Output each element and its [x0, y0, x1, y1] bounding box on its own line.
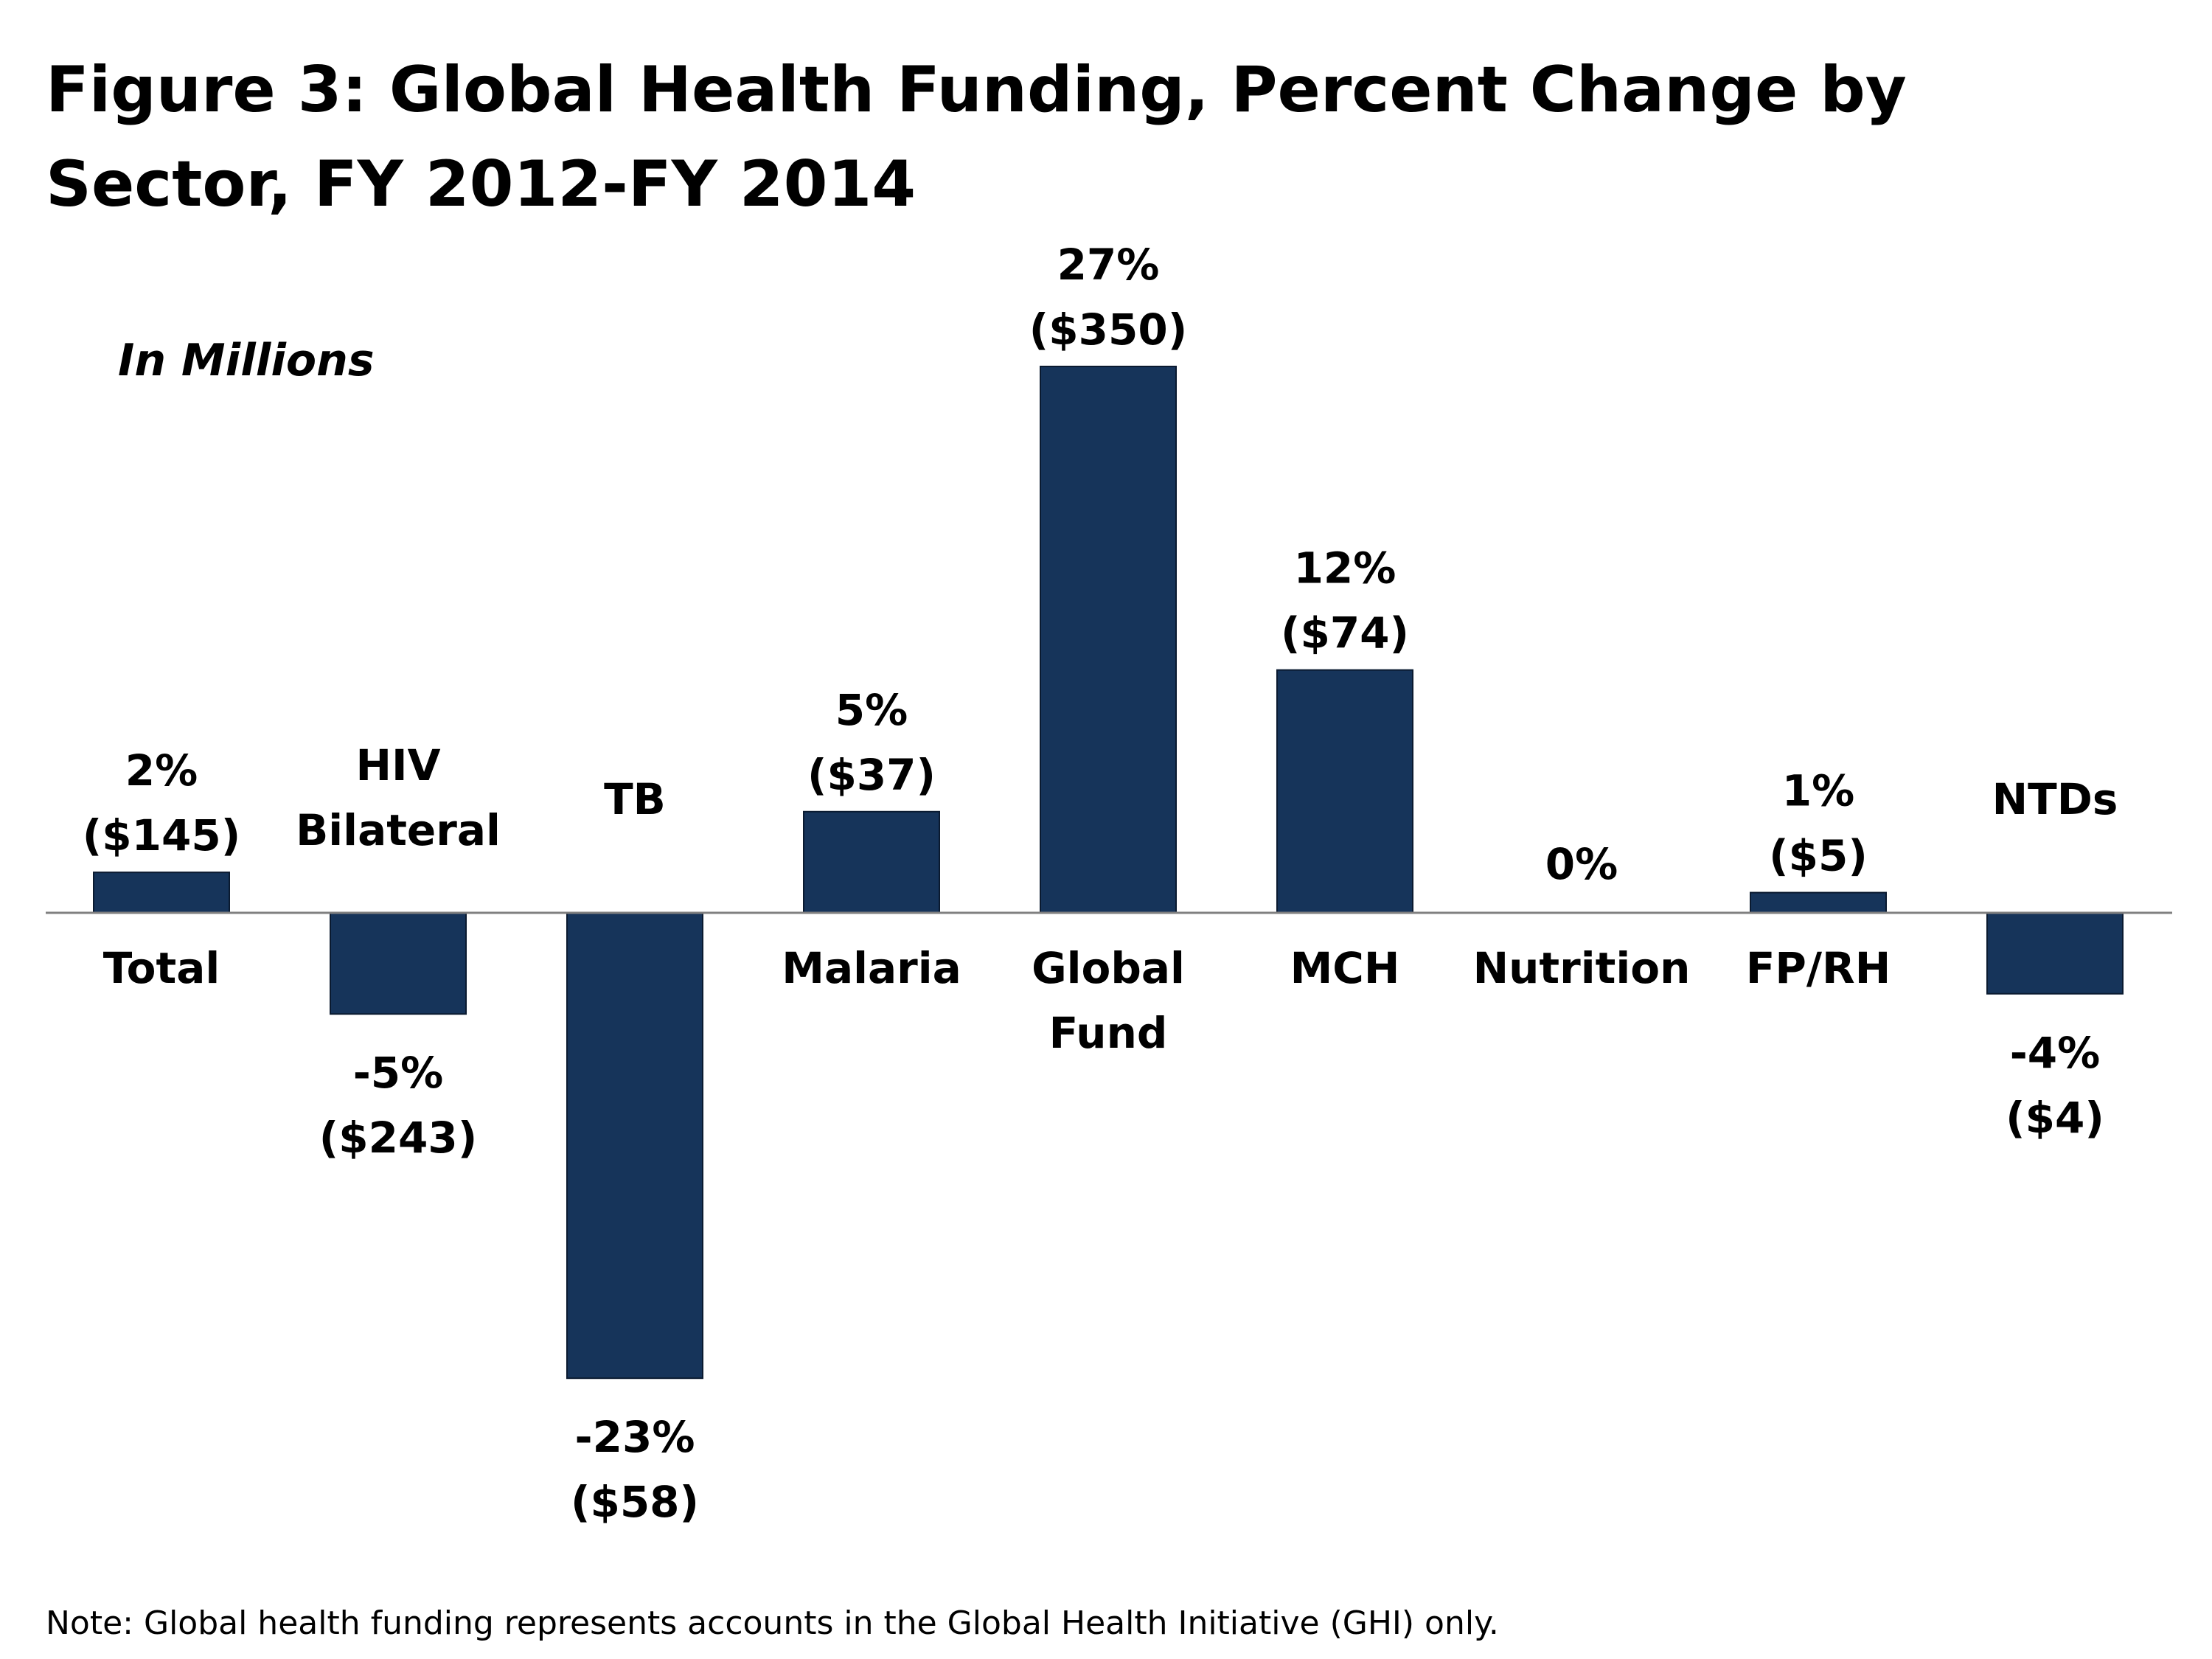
chart-title: Figure 3: Global Health Funding, Percent… [46, 53, 1907, 221]
amount-label-0: ($145) [83, 810, 240, 860]
bars-group [93, 366, 2124, 1380]
value-label-7: 1% [1782, 766, 1854, 816]
value-label-1: -5% [353, 1048, 444, 1098]
category-label-2: TB [604, 774, 666, 824]
unit-label: In Millions [118, 335, 375, 386]
amount-label-3: ($37) [807, 750, 936, 800]
amount-label-8: ($4) [2006, 1093, 2104, 1143]
amount-label-4: ($350) [1029, 305, 1187, 355]
bar-1 [330, 912, 467, 1015]
value-label-6: 0% [1545, 839, 1618, 889]
category-label-8: NTDs [1992, 774, 2118, 824]
bar-0 [93, 872, 230, 914]
bar-5 [1276, 669, 1413, 914]
bar-8 [1986, 912, 2124, 995]
category-label-4: Fund [1049, 1008, 1168, 1058]
labels-group: Total ($145) 2% HIV Bilateral -5% ($243) TB -23%… [83, 240, 2118, 1527]
category-label-1: Bilateral [296, 805, 501, 855]
amount-label-5: ($74) [1281, 608, 1409, 658]
category-label-0: Total [103, 943, 220, 993]
value-label-4: 27% [1057, 240, 1160, 290]
category-label-3: Malaria [782, 943, 961, 993]
value-label-2: -23% [575, 1412, 695, 1462]
bar-2 [566, 912, 703, 1380]
category-label-7: FP/RH [1746, 943, 1891, 993]
amount-label-2: ($58) [571, 1477, 699, 1527]
bar-7 [1750, 891, 1887, 914]
bar-4 [1040, 366, 1177, 914]
category-label-6: Nutrition [1473, 943, 1691, 993]
amount-label-1: ($243) [319, 1113, 477, 1163]
amount-label-7: ($5) [1769, 831, 1868, 881]
bar-3 [803, 810, 940, 914]
category-label-4: Global [1032, 943, 1185, 993]
value-label-3: 5% [835, 685, 908, 735]
footnote: Note: Global health funding represents a… [46, 1604, 1499, 1642]
category-label-5: MCH [1290, 943, 1400, 993]
category-label-1: HIV [355, 740, 440, 790]
value-label-0: 2% [125, 745, 198, 796]
value-label-5: 12% [1294, 543, 1397, 594]
value-label-8: -4% [2010, 1028, 2101, 1078]
